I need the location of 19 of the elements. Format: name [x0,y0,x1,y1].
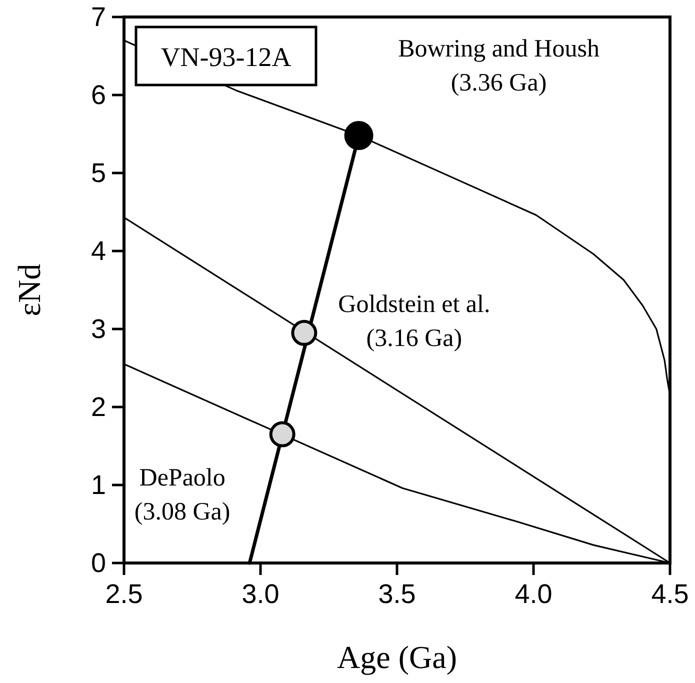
y-tick-label: 7 [90,2,106,32]
y-tick-label: 1 [90,470,106,500]
annotation: VN-93-12A [160,42,292,72]
annotation: DePaolo (3.08 Ga) [134,464,230,526]
x-tick-label: 4.0 [514,579,552,609]
y-tick-label: 4 [90,236,106,266]
x-axis-title: Age (Ga) [337,639,457,675]
y-axis-title: εNd [11,264,47,316]
y-tick-label: 3 [90,314,106,344]
y-tick-label: 5 [90,158,106,188]
x-tick-label: 4.5 [651,579,689,609]
x-tick-label: 3.5 [378,579,416,609]
annotation: Goldstein et al. (3.16 Ga) [338,290,490,352]
y-tick-label: 0 [90,548,106,578]
annotation: Bowring and Housh (3.36 Ga) [398,36,600,97]
y-tick-label: 2 [90,392,106,422]
x-tick-label: 2.5 [105,579,143,609]
x-tick-label: 3.0 [242,579,280,609]
y-tick-label: 6 [90,80,106,110]
